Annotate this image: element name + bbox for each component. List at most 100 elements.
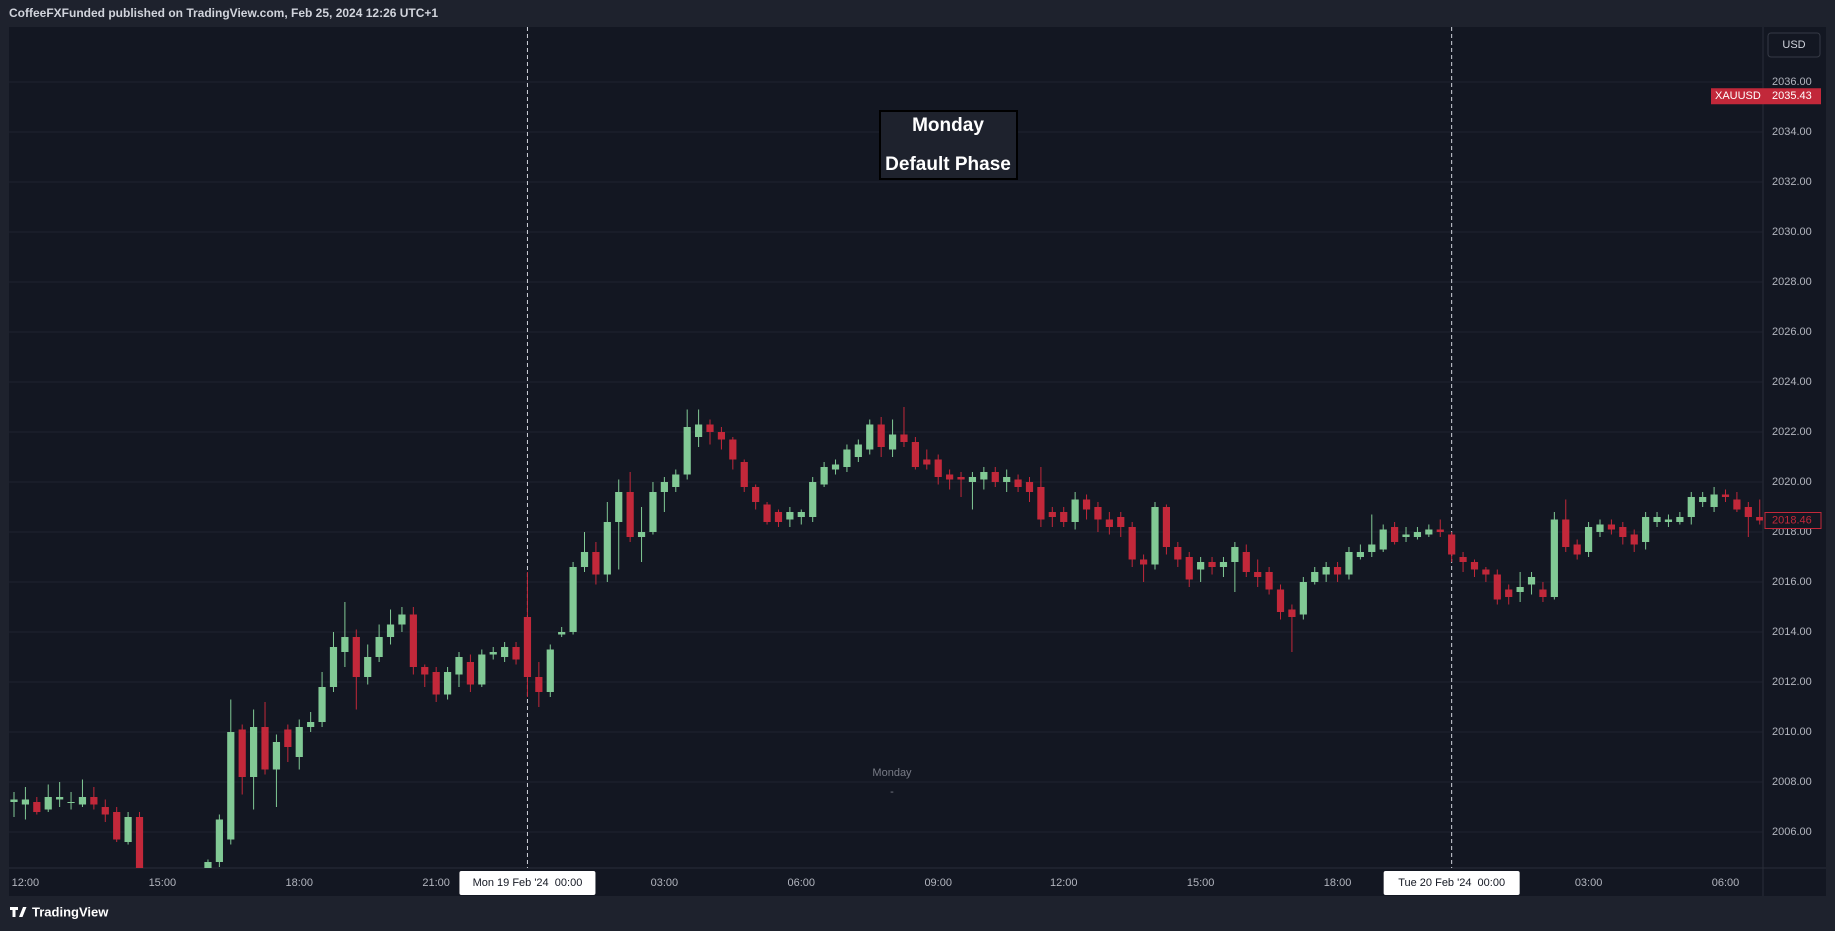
candle-body [569, 567, 577, 632]
candle-body [1687, 497, 1695, 517]
candle-body [523, 617, 532, 677]
candle-body [78, 797, 87, 805]
candle-body [1219, 562, 1228, 567]
y-tick-label: 2012.00 [1772, 676, 1812, 688]
candle-body [957, 477, 965, 480]
candle-body [1653, 517, 1661, 522]
candle-body [1254, 572, 1262, 577]
annotation-box [879, 110, 1018, 180]
y-tick-label: 2030.00 [1772, 226, 1812, 238]
candle-body [820, 467, 828, 485]
y-tick-label: 2028.00 [1772, 276, 1812, 288]
candle-body [1094, 507, 1102, 520]
candle-body [33, 802, 41, 812]
x-tick-label: 12:00 [1050, 877, 1078, 889]
candle-body [1721, 494, 1730, 497]
candle-body [124, 817, 132, 842]
candle-body [113, 812, 121, 840]
candle-body [135, 817, 144, 868]
candle-body [991, 472, 999, 482]
y-tick-label: 2026.00 [1772, 326, 1812, 338]
candle-body [1699, 497, 1707, 502]
candle-body [409, 614, 417, 667]
candle-body [1333, 567, 1342, 575]
candle-body [558, 632, 566, 635]
publish-header: CoffeeFXFunded published on TradingView.… [9, 6, 438, 20]
candle-body [501, 647, 509, 657]
currency-label[interactable]: USD [1782, 39, 1805, 51]
x-tick-label: 03:00 [1575, 877, 1603, 889]
candle-body [1356, 552, 1364, 557]
candle-body [1550, 519, 1558, 597]
candle-body [44, 797, 52, 810]
candle-body [1174, 547, 1182, 560]
candle-body [1436, 529, 1444, 532]
x-tick-label: 06:00 [788, 877, 816, 889]
y-tick-label: 2024.00 [1772, 376, 1812, 388]
candle-body [1379, 529, 1387, 550]
candle-body [980, 472, 988, 480]
candle-body [695, 424, 703, 437]
candle-body [1562, 519, 1570, 547]
candle-body [364, 657, 372, 677]
candle-body [1664, 519, 1673, 522]
y-tick-label: 2032.00 [1772, 176, 1812, 188]
candle-body [1276, 589, 1285, 612]
candle-body [272, 742, 281, 770]
candle-body [466, 662, 474, 685]
candle-body [295, 727, 303, 757]
candle-body [1493, 574, 1501, 600]
candle-body [946, 474, 954, 480]
candle-body [204, 862, 212, 868]
candle-body [752, 487, 760, 502]
candle-body [1756, 517, 1763, 521]
candle-body [1710, 494, 1718, 507]
candle-body [1402, 534, 1410, 537]
candle-body [1539, 589, 1547, 597]
candle-body [421, 667, 429, 675]
symbol-tag [1711, 88, 1821, 105]
candle-body [1733, 499, 1741, 510]
candle-body [455, 657, 463, 675]
x-tick-label: 15:00 [1187, 877, 1215, 889]
candle-body [809, 482, 817, 517]
brand-name: TradingView [32, 904, 109, 919]
candle-body [774, 512, 783, 522]
candle-body [683, 427, 691, 475]
date-label-box [1383, 871, 1520, 895]
candle-body [1299, 582, 1307, 615]
candle-body [1288, 609, 1296, 617]
annotation-phase: Default Phase [885, 154, 1011, 175]
candle-body [1185, 557, 1193, 580]
candle-body [1162, 507, 1171, 547]
candle-body [740, 462, 748, 487]
y-tick-label: 2010.00 [1772, 726, 1812, 738]
candle-body [535, 677, 543, 692]
candle-body [101, 807, 109, 815]
candle-body [352, 637, 360, 677]
last-price-label: 2018.46 [1772, 514, 1812, 526]
candle-body [786, 512, 794, 520]
candle-body [318, 687, 326, 722]
candle-body [1448, 534, 1456, 555]
candle-body [1242, 552, 1250, 572]
day-label: Monday [872, 767, 912, 779]
candle-body [261, 727, 269, 770]
x-tick-label: 09:00 [924, 877, 952, 889]
candle-body [1037, 487, 1045, 520]
x-tick-label: 15:00 [149, 877, 177, 889]
candle-body [215, 819, 223, 862]
candle-body [900, 434, 908, 442]
currency-button[interactable] [1767, 32, 1821, 58]
candle-body [1391, 527, 1399, 542]
candle-body [1596, 524, 1604, 532]
candle-body [398, 614, 406, 625]
x-tick-label: 12:00 [12, 877, 40, 889]
candle-body [763, 504, 771, 522]
symbol-price: 2035.43 [1772, 90, 1812, 102]
candle-body [478, 654, 486, 685]
last-price-tag [1764, 512, 1822, 529]
candle-body [512, 647, 520, 660]
candle-body [877, 424, 885, 447]
